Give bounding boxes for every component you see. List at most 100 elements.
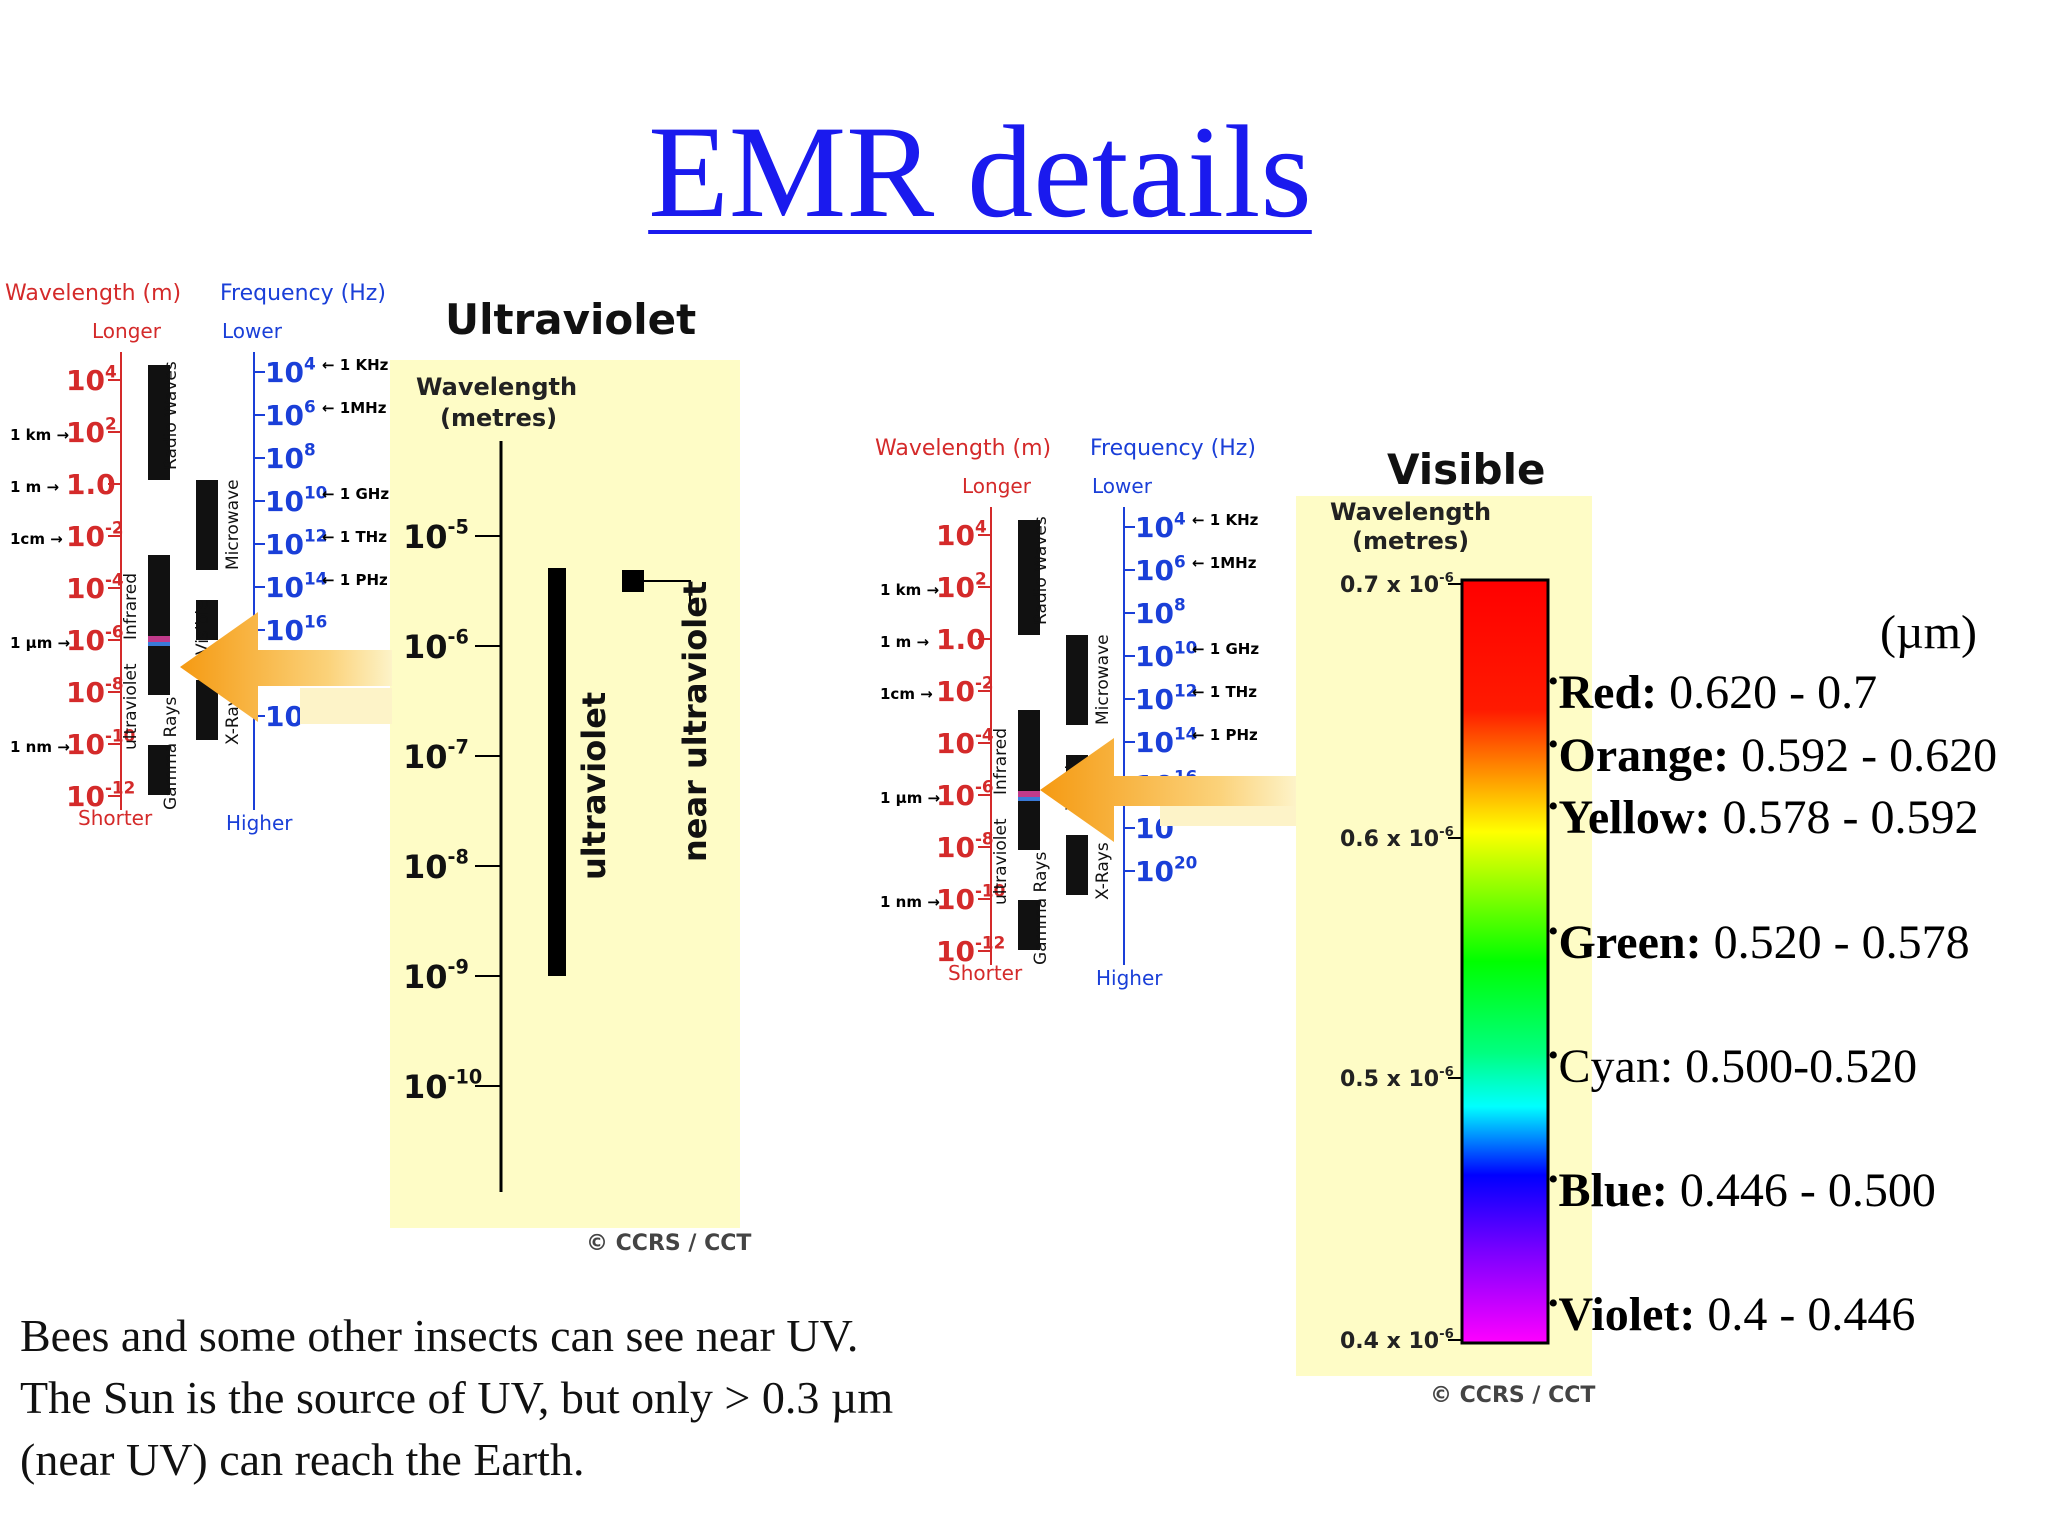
uv-bar-near-ultraviolet (622, 570, 644, 592)
wavelength-tick: 10-2 (66, 517, 124, 553)
band-label: Gamma Rays (1031, 852, 1051, 965)
color-name: Red: (1558, 666, 1658, 719)
uv-credit: © CCRS / CCT (586, 1231, 751, 1256)
color-name: Orange: (1558, 729, 1730, 782)
frequency-tick: 1020 (1135, 852, 1197, 888)
wavelength-tick: 1.0 (936, 623, 986, 656)
band-block (196, 600, 218, 640)
visible-axis-ticks: 0.7 x 10-6 0.6 x 10-6 0.5 x 10-6 0.4 x 10-6 (1340, 571, 1462, 1354)
wavelength-tick-note: 1 m → (10, 478, 59, 496)
color-legend-item: •Blue: 0.446 - 0.500 (1548, 1163, 1936, 1217)
uv-pointer-arrow (180, 612, 392, 724)
frequency-tick: 1014 (1135, 723, 1197, 759)
note-line-1: Bees and some other insects can see near… (20, 1310, 859, 1361)
frequency-tick: 106 (1135, 551, 1186, 587)
color-range: 0.620 - 0.7 (1657, 666, 1878, 719)
frequency-tick-note: ← 1 THz (322, 528, 387, 546)
uv-tick-label: 10-9 (403, 956, 469, 996)
color-name: Violet: (1558, 1288, 1696, 1341)
uv-tick-label: 10-6 (403, 626, 469, 666)
wavelength-tick: 10-4 (66, 569, 124, 605)
visible-panel-title: Visible (1387, 445, 1546, 494)
wavelength-tick-note: 1cm → (10, 530, 63, 548)
band-block (1066, 635, 1088, 725)
frequency-tick: 1014 (265, 568, 327, 604)
band-label: Radio Waves (161, 361, 181, 470)
wavelength-tick: 104 (936, 516, 987, 552)
higher-label: Higher (226, 811, 293, 835)
note-line-3: (near UV) can reach the Earth. (20, 1434, 585, 1485)
frequency-tick-note: ← 1 GHz (322, 485, 389, 503)
band-block (1018, 900, 1040, 950)
frequency-tick-note: ← 1MHz (1192, 554, 1257, 572)
wavelength-tick: 10-2 (936, 672, 994, 708)
color-legend-item: •Green: 0.520 - 0.578 (1548, 915, 1970, 969)
frequency-tick-note: ← 1 PHz (1192, 726, 1258, 744)
longer-label: Longer (92, 319, 162, 343)
band-label: Radio Waves (1031, 516, 1051, 625)
visible-spectrum-bar (1460, 578, 1550, 1345)
color-name: Blue: (1558, 1164, 1668, 1217)
color-name: Yellow: (1558, 791, 1711, 844)
frequency-tick-note: ← 1 GHz (1192, 640, 1259, 658)
visible-tick-label: 0.4 x 10-6 (1340, 1327, 1454, 1354)
slide-notes: Bees and some other insects can see near… (20, 1305, 893, 1491)
wavelength-tick: 102 (936, 568, 987, 604)
frequency-tick: 108 (265, 439, 316, 475)
wavelength-tick-note: 1 km → (880, 581, 939, 599)
frequency-header: Frequency (Hz) (1090, 436, 1256, 461)
wavelength-tick: 10-10 (66, 725, 135, 761)
uv-panel: Ultraviolet Wavelength (metres) 10-5 10-6… (390, 295, 751, 1256)
wavelength-tick-note: 1cm → (880, 685, 933, 703)
longer-label: Longer (962, 474, 1032, 498)
visible-stripe (148, 636, 170, 642)
spectrum-chart-left: Wavelength (m) Frequency (Hz) Longer Lower S… (5, 281, 389, 835)
frequency-tick: 1012 (265, 525, 327, 561)
frequency-tick: 1010 (265, 482, 327, 518)
wavelength-header: Wavelength (m) (875, 436, 1051, 461)
frequency-tick: 1012 (1135, 680, 1197, 716)
wavelength-tick: 10-6 (936, 776, 994, 812)
shorter-label: Shorter (948, 961, 1023, 985)
uv-panel-title: Ultraviolet (445, 295, 696, 344)
color-range: 0.520 - 0.578 (1701, 916, 1970, 969)
wavelength-tick: 10-8 (936, 828, 994, 864)
uv-bar-ultraviolet (548, 568, 566, 976)
wavelength-header: Wavelength (m) (5, 281, 181, 306)
wavelength-tick: 102 (66, 413, 117, 449)
frequency-tick-note: ← 1 KHz (1192, 511, 1259, 529)
frequency-tick-note: ← 1 PHz (322, 571, 388, 589)
wavelength-tick: 10-6 (66, 621, 124, 657)
color-legend-item: •Cyan: 0.500-0.520 (1548, 1039, 1918, 1093)
frequency-tick: 1016 (265, 611, 327, 647)
band-label: Microwave (223, 479, 243, 570)
color-legend-item: •Violet: 0.4 - 0.446 (1548, 1287, 1916, 1341)
visible-tick-label: 0.7 x 10-6 (1340, 571, 1454, 598)
uv-tick-label: 10-10 (403, 1066, 482, 1106)
band-block (1066, 835, 1088, 895)
higher-label: Higher (1096, 966, 1163, 990)
color-range: 0.500-0.520 (1673, 1040, 1918, 1093)
band-label: X-Rays (1093, 842, 1113, 900)
near-uv-label: near ultraviolet (676, 581, 714, 862)
band-block (1018, 710, 1040, 850)
uv-tick-label: 10-5 (403, 516, 469, 556)
frequency-header: Frequency (Hz) (220, 281, 386, 306)
frequency-tick: 108 (1135, 594, 1186, 630)
color-legend-item: •Yellow: 0.578 - 0.592 (1548, 790, 1979, 844)
band-block (196, 480, 218, 570)
lower-label: Lower (222, 319, 283, 343)
visible-tick-label: 0.6 x 10-6 (1340, 825, 1454, 852)
band-label-uv: ultraviolet (991, 818, 1011, 905)
band-label: Infrared (121, 573, 141, 640)
visible-stripe (1018, 791, 1040, 797)
shorter-label: Shorter (78, 806, 153, 830)
wavelength-tick-note: 1 nm → (10, 738, 70, 756)
note-line-2: The Sun is the source of UV, but only > … (20, 1372, 894, 1423)
uv-bar-label: ultraviolet (575, 692, 613, 880)
color-legend-item: •Orange: 0.592 - 0.620 (1548, 728, 1998, 782)
frequency-tick: 1010 (1135, 637, 1197, 673)
wavelength-tick: 1.0 (66, 468, 116, 501)
visible-tick-label: 0.5 x 10-6 (1340, 1065, 1454, 1092)
slide-title: EMR details (648, 98, 1312, 245)
